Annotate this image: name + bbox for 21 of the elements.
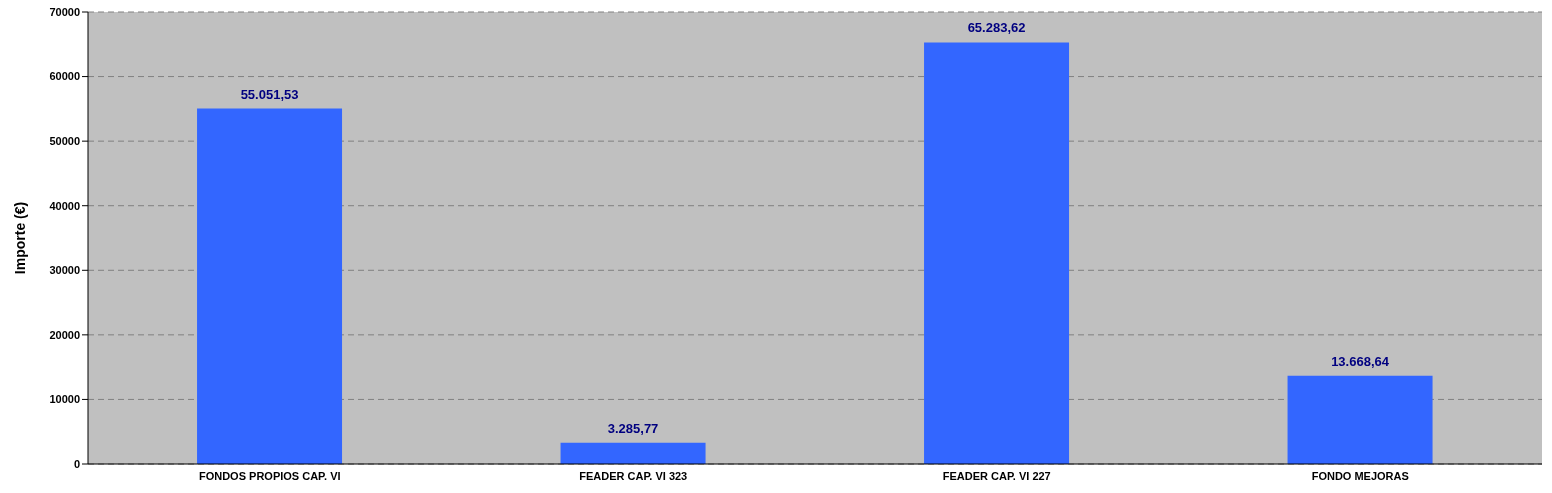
- y-tick-label: 0: [73, 457, 80, 470]
- y-tick-label: 70000: [49, 5, 80, 18]
- bar: [924, 42, 1070, 464]
- y-tick-label: 50000: [49, 135, 80, 148]
- y-tick-label: 30000: [49, 264, 80, 277]
- y-tick-label: 20000: [49, 328, 80, 341]
- bar: [197, 108, 343, 464]
- x-tick-label: FEADER CAP. VI 323: [579, 469, 688, 482]
- x-tick-label: FEADER CAP. VI 227: [942, 469, 1051, 482]
- y-tick-label: 40000: [49, 199, 80, 212]
- data-label: 55.051,53: [240, 86, 299, 102]
- bar: [560, 442, 706, 464]
- bar: [1287, 375, 1433, 464]
- y-axis-title: Importe (€): [11, 201, 28, 275]
- y-tick-label: 60000: [49, 70, 80, 83]
- x-tick-label: FONDO MEJORAS: [1311, 469, 1409, 482]
- data-label: 13.668,64: [1331, 353, 1390, 369]
- data-label: 65.283,62: [967, 20, 1026, 36]
- data-label: 3.285,77: [607, 420, 659, 436]
- x-tick-label: FONDOS PROPIOS CAP. VI: [198, 469, 341, 482]
- y-tick-label: 10000: [49, 393, 80, 406]
